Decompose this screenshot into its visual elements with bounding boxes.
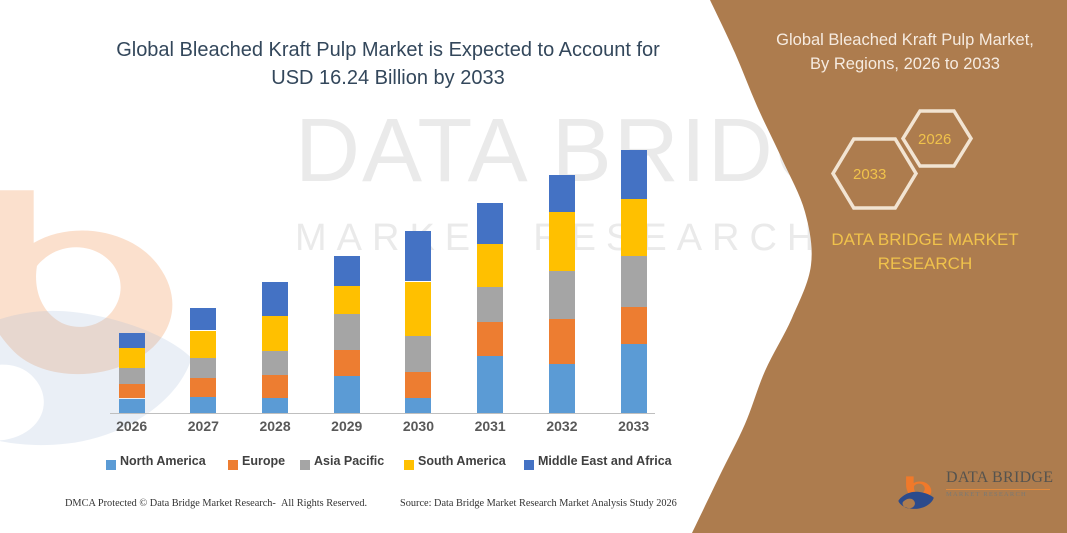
svg-text:2033: 2033 <box>853 166 886 183</box>
svg-text:2026: 2026 <box>918 131 951 148</box>
